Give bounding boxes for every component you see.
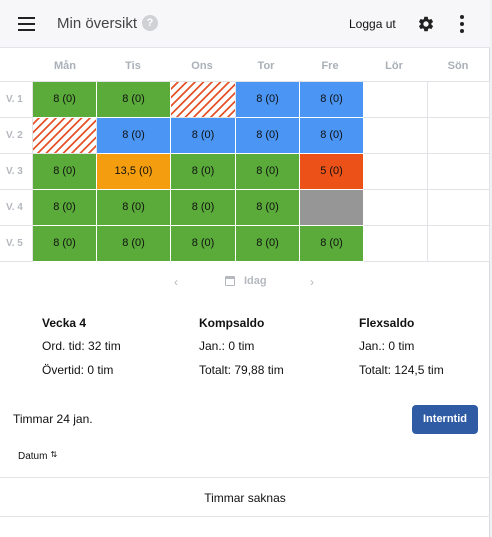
- page-title: Min översikt: [57, 15, 138, 32]
- week-label: V. 2: [6, 130, 23, 141]
- next-period-button[interactable]: ›: [310, 275, 314, 289]
- week-label: V. 1: [6, 94, 23, 105]
- day-header: Sön: [447, 60, 469, 72]
- hamburger-menu-icon[interactable]: [17, 14, 37, 34]
- komp-total: Totalt: 79,88 tim: [199, 363, 284, 377]
- week-label: V. 4: [6, 202, 23, 213]
- dot: [460, 22, 464, 26]
- calendar-day-cell[interactable]: 8 (0): [300, 226, 364, 262]
- sort-icon: ⇅: [50, 450, 58, 459]
- calendar-day-cell[interactable]: 8 (0): [171, 154, 236, 190]
- flex-month: Jan.: 0 tim: [359, 339, 415, 353]
- calendar-day-empty: [428, 154, 490, 190]
- calendar-day-cell[interactable]: [33, 118, 97, 154]
- calendar-day-cell[interactable]: 8 (0): [33, 82, 97, 118]
- calendar-day-cell[interactable]: 8 (0): [300, 118, 364, 154]
- help-icon[interactable]: ?: [142, 15, 158, 31]
- top-bar: Min översikt ? Logga ut: [0, 0, 490, 48]
- calendar-day-cell[interactable]: 8 (0): [97, 82, 171, 118]
- previous-period-button[interactable]: ‹: [174, 275, 178, 289]
- calendar-day-cell[interactable]: [171, 82, 236, 118]
- calendar-day-cell[interactable]: 8 (0): [171, 118, 236, 154]
- today-button[interactable]: Idag: [244, 275, 267, 287]
- calendar-day-cell[interactable]: 8 (0): [236, 190, 300, 226]
- week-label: V. 3: [6, 166, 23, 177]
- datum-column-header[interactable]: Datum ⇅: [18, 450, 57, 462]
- day-header: Lör: [385, 60, 403, 72]
- calendar-day-cell[interactable]: 8 (0): [97, 118, 171, 154]
- grid-divider: [0, 261, 33, 262]
- day-header: Tis: [125, 60, 141, 72]
- calendar-day-cell[interactable]: 8 (0): [236, 118, 300, 154]
- datum-label: Datum: [18, 451, 48, 462]
- komp-month: Jan.: 0 tim: [199, 339, 255, 353]
- grid-divider: [0, 117, 33, 118]
- calendar-day-empty: [428, 226, 490, 262]
- menu-bar-line: [18, 17, 35, 19]
- calendar-day-cell[interactable]: 8 (0): [171, 190, 236, 226]
- calendar-day-cell[interactable]: 8 (0): [97, 226, 171, 262]
- hours-empty-row: Timmar saknas: [0, 477, 490, 517]
- calendar-day-empty: [428, 82, 490, 118]
- calendar-day-cell[interactable]: 8 (0): [236, 226, 300, 262]
- grid-divider: [0, 153, 33, 154]
- calendar-day-cell[interactable]: 8 (0): [97, 190, 171, 226]
- day-header: Fre: [321, 60, 339, 72]
- dot: [460, 29, 464, 33]
- calendar-day-empty: [364, 82, 428, 118]
- day-header: Mån: [54, 60, 76, 72]
- calendar-day-empty: [428, 190, 490, 226]
- calendar-day-empty: [364, 118, 428, 154]
- calendar-day-cell[interactable]: 8 (0): [33, 190, 97, 226]
- calendar-day-empty: [364, 226, 428, 262]
- interntid-button[interactable]: Interntid: [412, 405, 478, 434]
- calendar-day-cell[interactable]: 13,5 (0): [97, 154, 171, 190]
- dot: [460, 15, 464, 19]
- grid-divider: [0, 225, 33, 226]
- calendar-day-empty: [364, 190, 428, 226]
- hours-date-heading: Timmar 24 jan.: [13, 412, 93, 426]
- calendar-day-cell[interactable]: 8 (0): [236, 154, 300, 190]
- calendar-day-empty: [364, 154, 428, 190]
- week-ordinary-time: Ord. tid: 32 tim: [42, 339, 121, 353]
- gear-icon[interactable]: [417, 15, 435, 33]
- menu-bar-line: [18, 29, 35, 31]
- calendar-day-cell[interactable]: 8 (0): [300, 82, 364, 118]
- week-label: V. 5: [6, 238, 23, 249]
- week-overtime: Övertid: 0 tim: [42, 363, 114, 377]
- calendar-day-cell[interactable]: 8 (0): [171, 226, 236, 262]
- menu-bar-line: [18, 23, 35, 25]
- more-vertical-icon[interactable]: [456, 14, 468, 34]
- komp-summary-title: Kompsaldo: [199, 316, 265, 330]
- calendar-day-cell[interactable]: [300, 190, 364, 226]
- calendar-icon: [225, 276, 235, 286]
- grid-divider: [0, 189, 33, 190]
- calendar-day-cell[interactable]: 5 (0): [300, 154, 364, 190]
- grid-divider: [0, 81, 490, 82]
- day-header: Ons: [191, 60, 213, 72]
- week-summary-title: Vecka 4: [42, 316, 87, 330]
- grid-divider: [32, 82, 33, 262]
- calendar-day-cell[interactable]: 8 (0): [33, 154, 97, 190]
- logout-button[interactable]: Logga ut: [349, 17, 396, 31]
- hours-missing-text: Timmar saknas: [204, 491, 286, 505]
- calendar-day-cell[interactable]: 8 (0): [33, 226, 97, 262]
- calendar-day-empty: [428, 118, 490, 154]
- day-header: Tor: [257, 60, 275, 72]
- flex-total: Totalt: 124,5 tim: [359, 363, 444, 377]
- flex-summary-title: Flexsaldo: [359, 316, 415, 330]
- calendar-day-cell[interactable]: 8 (0): [236, 82, 300, 118]
